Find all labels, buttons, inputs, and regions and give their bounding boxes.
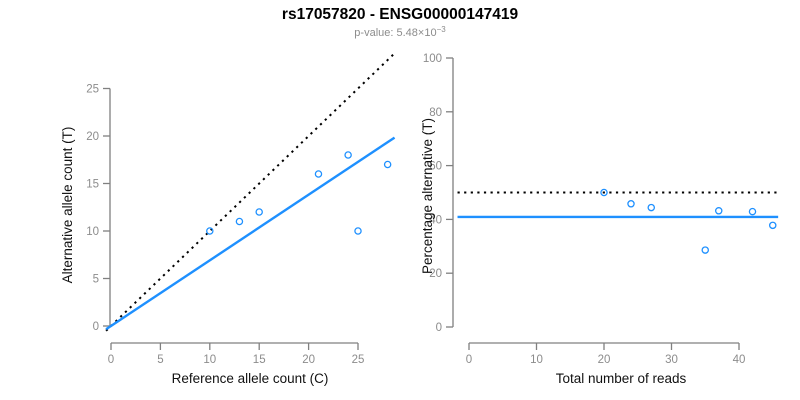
data-point (235, 217, 244, 226)
y-tick-label: 60 (429, 161, 442, 173)
page-title: rs17057820 - ENSG00000147419 (281, 6, 519, 23)
y-tick-label: 10 (86, 226, 99, 238)
pvalue-subtitle: p-value: 5.48×10−3 (0, 25, 800, 39)
y-tick-label: 25 (86, 84, 99, 96)
x-tick-label: 20 (302, 354, 315, 366)
data-point (715, 207, 723, 215)
data-point (383, 160, 392, 169)
x-tick-label: 30 (665, 354, 678, 366)
x-tick-label: 15 (253, 354, 266, 366)
data-point (314, 170, 323, 178)
x-tick-label: 20 (598, 354, 611, 366)
x-tick-label: 5 (157, 354, 163, 366)
y-tick-label: 20 (86, 131, 99, 143)
x-tick-label: 25 (352, 354, 365, 366)
y-tick-label: 5 (93, 274, 99, 286)
y-tick-label: 40 (429, 214, 442, 226)
pvalue-exponent: −3 (436, 25, 446, 34)
data-point (344, 151, 352, 159)
y-tick-label: 0 (436, 322, 442, 334)
y-tick-label: 80 (429, 107, 442, 119)
x-tick-label: 10 (203, 354, 216, 366)
left-y-axis-title: Alternative allele count (T) (60, 126, 75, 284)
allele-counts-plot: 0 5 10 15 20 25 0 5 10 15 20 25 (86, 52, 396, 366)
trend-line (105, 136, 396, 331)
data-point (354, 227, 362, 235)
y-tick-label: 100 (423, 53, 442, 65)
right-y-axis-title: Percentage alternative (T) (420, 117, 435, 275)
y-tick-label: 20 (429, 268, 442, 280)
data-point (255, 208, 263, 216)
x-tick-label: 0 (466, 354, 472, 366)
data-point (647, 203, 656, 212)
data-point (769, 221, 777, 230)
percentage-by-reads-plot: 0 10 20 30 40 0 20 40 60 80 100 (423, 53, 779, 366)
x-tick-label: 10 (530, 354, 543, 366)
data-point (748, 207, 757, 216)
expected-line (105, 52, 396, 332)
x-tick-label: 40 (733, 354, 746, 366)
right-x-axis-title: Total number of reads (555, 371, 687, 386)
left-x-axis-title: Reference allele count (C) (171, 371, 329, 386)
pvalue-text: p-value: 5.48×10 (354, 27, 437, 39)
y-tick-label: 0 (93, 321, 99, 333)
y-tick-label: 15 (86, 179, 99, 191)
data-point (600, 188, 608, 197)
data-point (627, 200, 635, 208)
data-point (701, 246, 710, 254)
data-point (206, 227, 214, 235)
x-tick-label: 0 (108, 354, 114, 366)
